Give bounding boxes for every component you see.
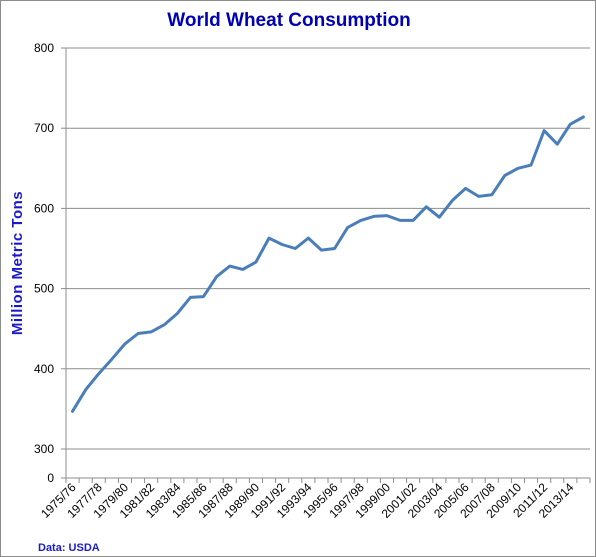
y-tick-label: 800 — [34, 41, 54, 55]
y-axis-label: Million Metric Tons — [9, 191, 26, 335]
y-tick-label: 600 — [34, 201, 54, 215]
y-tick-label: 300 — [34, 442, 54, 456]
y-tick-label: 0 — [47, 471, 54, 485]
plot-area: 03004005006007008001975/761977/781979/80… — [34, 41, 591, 521]
y-tick-label: 700 — [34, 121, 54, 135]
series-line — [71, 115, 585, 413]
chart-title: World Wheat Consumption — [167, 10, 410, 31]
y-tick-label: 500 — [34, 282, 54, 296]
y-tick-label: 400 — [34, 362, 54, 376]
data-source-note: Data: USDA — [38, 542, 100, 554]
